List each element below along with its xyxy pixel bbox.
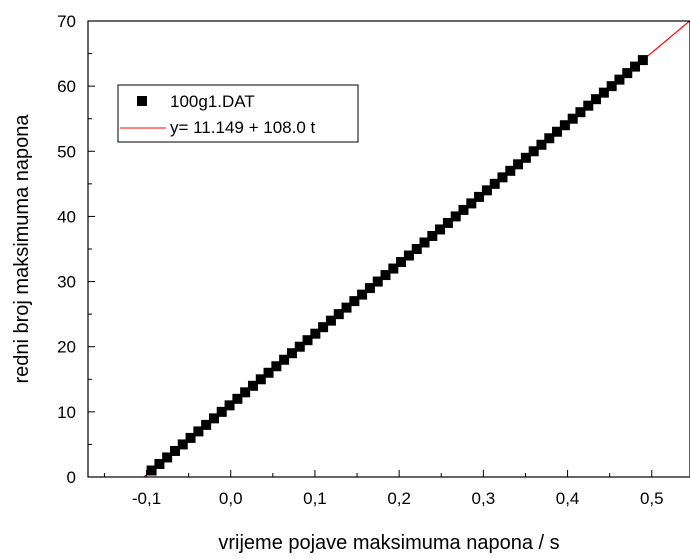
data-point bbox=[177, 439, 188, 450]
data-point bbox=[552, 126, 563, 137]
y-axis: 0 10 20 30 40 50 60 70 bbox=[57, 12, 95, 487]
data-point bbox=[419, 237, 430, 248]
x-tick-label: -0,1 bbox=[132, 489, 161, 508]
data-point bbox=[318, 322, 329, 333]
data-point bbox=[146, 465, 157, 476]
legend-square-marker bbox=[137, 96, 147, 106]
data-point bbox=[279, 354, 290, 365]
x-tick-label: 0,5 bbox=[640, 489, 664, 508]
x-tick-label: 0,0 bbox=[219, 489, 243, 508]
data-point bbox=[598, 87, 609, 98]
data-point bbox=[310, 328, 321, 339]
data-point bbox=[185, 432, 196, 443]
data-point bbox=[341, 302, 352, 313]
data-point bbox=[411, 244, 422, 254]
data-point bbox=[536, 139, 547, 150]
data-point bbox=[357, 289, 368, 300]
data-point bbox=[606, 81, 617, 92]
legend-label-fit: y= 11.149 + 108.0 t bbox=[170, 118, 316, 137]
y-tick-label: 40 bbox=[57, 207, 76, 226]
data-point bbox=[450, 211, 461, 222]
data-point bbox=[481, 185, 492, 196]
y-tick-label: 0 bbox=[67, 468, 76, 487]
data-point bbox=[474, 191, 485, 202]
data-point bbox=[193, 426, 204, 437]
data-point bbox=[520, 152, 531, 163]
legend-label-data: 100g1.DAT bbox=[170, 92, 255, 111]
data-point bbox=[427, 230, 438, 241]
y-tick-label: 20 bbox=[57, 338, 76, 357]
data-point bbox=[403, 250, 414, 261]
data-point bbox=[201, 419, 212, 430]
data-point bbox=[169, 445, 180, 456]
data-point bbox=[396, 257, 407, 268]
data-point bbox=[466, 198, 477, 209]
x-axis-title: vrijeme pojave maksimuma napona / s bbox=[218, 532, 559, 554]
data-point bbox=[614, 74, 625, 85]
plot-content bbox=[143, 20, 690, 478]
data-point bbox=[271, 361, 282, 372]
data-point bbox=[442, 217, 453, 228]
data-point bbox=[489, 178, 500, 189]
data-point bbox=[294, 341, 305, 352]
data-point bbox=[232, 393, 243, 404]
data-point bbox=[497, 172, 508, 183]
data-point bbox=[263, 367, 274, 378]
y-tick-label: 60 bbox=[57, 77, 76, 96]
y-tick-label: 30 bbox=[57, 273, 76, 292]
data-point bbox=[364, 283, 375, 294]
data-point bbox=[333, 309, 344, 320]
data-point bbox=[591, 94, 602, 105]
data-point bbox=[325, 315, 336, 326]
data-point bbox=[216, 406, 227, 417]
data-point bbox=[286, 348, 297, 359]
y-tick-label: 70 bbox=[57, 12, 76, 31]
data-point bbox=[622, 68, 633, 79]
data-point bbox=[380, 270, 391, 281]
y-axis-title: redni broj maksimuma napona bbox=[11, 114, 33, 384]
data-point bbox=[208, 413, 219, 424]
data-point bbox=[559, 120, 570, 131]
data-point bbox=[372, 276, 383, 287]
data-point bbox=[505, 165, 516, 176]
data-point bbox=[302, 335, 313, 346]
data-point bbox=[544, 133, 555, 144]
data-point bbox=[637, 55, 648, 66]
y-tick-label: 10 bbox=[57, 403, 76, 422]
y-tick-label: 50 bbox=[57, 142, 76, 161]
legend-box bbox=[117, 84, 359, 143]
data-point bbox=[247, 380, 258, 391]
data-point bbox=[630, 61, 641, 72]
x-tick-label: 0,4 bbox=[556, 489, 580, 508]
data-point bbox=[154, 458, 165, 469]
x-tick-label: 0,3 bbox=[472, 489, 496, 508]
legend: 100g1.DAT y= 11.149 + 108.0 t bbox=[117, 84, 359, 143]
data-point bbox=[388, 263, 399, 274]
data-point bbox=[349, 296, 360, 307]
data-point bbox=[458, 204, 469, 215]
x-tick-label: 0,1 bbox=[303, 489, 327, 508]
data-point bbox=[435, 224, 446, 235]
data-point bbox=[240, 387, 251, 398]
data-point bbox=[575, 107, 586, 118]
x-tick-label: 0,2 bbox=[387, 489, 411, 508]
data-point bbox=[162, 452, 173, 463]
data-point bbox=[255, 374, 266, 385]
data-point bbox=[567, 113, 578, 124]
data-point bbox=[224, 400, 235, 411]
x-axis: -0,1 0,0 0,1 0,2 0,3 0,4 0,5 bbox=[103, 470, 664, 508]
data-point bbox=[513, 159, 524, 170]
data-point bbox=[583, 100, 594, 111]
data-point bbox=[528, 146, 539, 157]
